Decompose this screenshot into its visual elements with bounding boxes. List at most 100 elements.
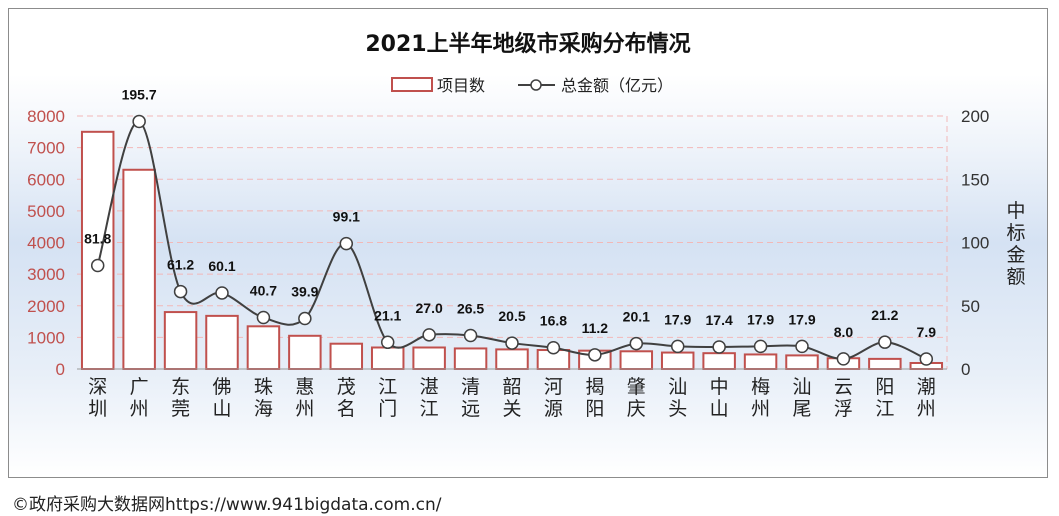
bar: [163, 311, 198, 371]
y-left-tick-label: 8000: [27, 107, 65, 126]
y-right-axis-title: 标: [1006, 222, 1025, 244]
x-category-label: 东: [171, 376, 190, 398]
bar: [619, 350, 654, 371]
amount-point: [505, 336, 519, 350]
x-category-label: 关: [502, 398, 521, 420]
amount-data-label: 20.5: [498, 308, 525, 324]
amount-data-label: 17.9: [788, 311, 815, 327]
bar: [246, 325, 281, 370]
bar: [288, 334, 322, 371]
amount-data-label: 17.9: [664, 311, 691, 327]
x-category-label: 云: [834, 376, 853, 398]
x-category-label: 汕: [792, 376, 811, 398]
legend-bar-swatch: [391, 77, 433, 92]
y-left-tick-label: 6000: [27, 170, 65, 189]
amount-data-label: 17.4: [706, 312, 733, 328]
x-category-label: 名: [337, 398, 356, 420]
x-category-label: 州: [917, 398, 936, 420]
amount-point: [173, 284, 188, 299]
y-right-axis-title: 金: [1006, 244, 1025, 266]
x-category-label: 韶: [502, 376, 521, 398]
amount-point: [215, 286, 229, 300]
amount-point: [339, 236, 354, 251]
bar: [660, 351, 695, 370]
x-category-label: 尾: [792, 398, 811, 420]
bar: [495, 348, 529, 370]
bar: [205, 314, 239, 370]
amount-point: [298, 311, 312, 326]
x-category-label: 佛: [212, 376, 231, 398]
x-category-label: 潮: [917, 376, 936, 398]
x-category-label: 阳: [585, 398, 604, 420]
x-category-label: 州: [130, 398, 149, 420]
y-left-tick-label: 5000: [27, 202, 65, 221]
y-right-tick-label: 100: [961, 234, 989, 253]
amount-point: [753, 339, 768, 354]
bar: [702, 352, 736, 370]
x-category-label: 江: [875, 398, 894, 420]
x-category-label: 肇: [627, 376, 646, 398]
x-category-label: 湛: [420, 376, 439, 398]
bar: [329, 342, 364, 371]
amount-data-label: 81.8: [84, 231, 111, 247]
y-left-tick-label: 1000: [27, 328, 65, 347]
x-category-label: 山: [212, 398, 231, 420]
x-category-label: 中: [710, 376, 729, 398]
y-right-tick-label: 150: [961, 170, 989, 189]
bar: [122, 168, 156, 370]
x-category-label: 梅: [751, 376, 770, 398]
y-left-tick-label: 0: [56, 360, 65, 379]
amount-point: [878, 335, 892, 349]
x-category-label: 州: [295, 398, 314, 420]
amount-point: [422, 328, 436, 342]
legend-line-label: 总金额（亿元）: [561, 76, 673, 95]
amount-point: [670, 339, 685, 354]
amount-data-label: 7.9: [917, 324, 937, 340]
x-category-label: 浮: [834, 398, 853, 420]
x-category-label: 茂: [337, 376, 356, 398]
bar: [453, 347, 488, 371]
legend-line-marker: [530, 79, 542, 91]
amount-point: [132, 114, 146, 129]
x-category-label: 珠: [254, 376, 273, 398]
amount-data-label: 11.2: [582, 320, 609, 336]
x-category-label: 海: [254, 398, 273, 420]
bar: [743, 353, 778, 371]
x-category-label: 江: [420, 398, 439, 420]
x-category-label: 头: [668, 398, 687, 420]
amount-data-label: 16.8: [540, 313, 567, 329]
amount-data-label: 21.1: [374, 307, 401, 323]
y-right-tick-label: 50: [961, 297, 980, 316]
amount-data-label: 61.2: [167, 257, 194, 273]
bar: [785, 354, 819, 370]
amount-point: [256, 310, 271, 325]
amount-data-label: 17.9: [747, 311, 774, 327]
x-category-label: 远: [461, 398, 480, 420]
y-left-tick-label: 2000: [27, 297, 65, 316]
amount-data-label: 20.1: [623, 309, 650, 325]
x-category-label: 门: [378, 398, 397, 420]
amount-point: [795, 339, 809, 354]
legend-bar-label: 项目数: [437, 76, 485, 95]
amount-data-label: 27.0: [416, 300, 443, 316]
x-category-label: 江: [378, 376, 397, 398]
y-right-tick-label: 0: [961, 360, 970, 379]
copyright-footer: ©政府采购大数据网https://www.941bigdata.com.cn/: [12, 495, 442, 515]
bar: [370, 346, 405, 370]
x-category-label: 源: [544, 398, 563, 420]
x-category-label: 莞: [171, 398, 190, 420]
x-category-label: 广: [130, 376, 149, 398]
amount-point: [919, 352, 934, 366]
x-category-label: 河: [544, 376, 563, 398]
amount-data-label: 40.7: [250, 283, 277, 299]
x-category-label: 州: [751, 398, 770, 420]
bar: [80, 130, 115, 370]
y-right-tick-label: 200: [961, 107, 989, 126]
x-category-label: 惠: [295, 376, 314, 398]
y-right-axis-title: 额: [1006, 266, 1025, 288]
amount-point: [463, 328, 478, 343]
bar: [868, 357, 902, 371]
amount-data-label: 21.2: [871, 307, 898, 323]
x-category-label: 圳: [88, 398, 107, 420]
